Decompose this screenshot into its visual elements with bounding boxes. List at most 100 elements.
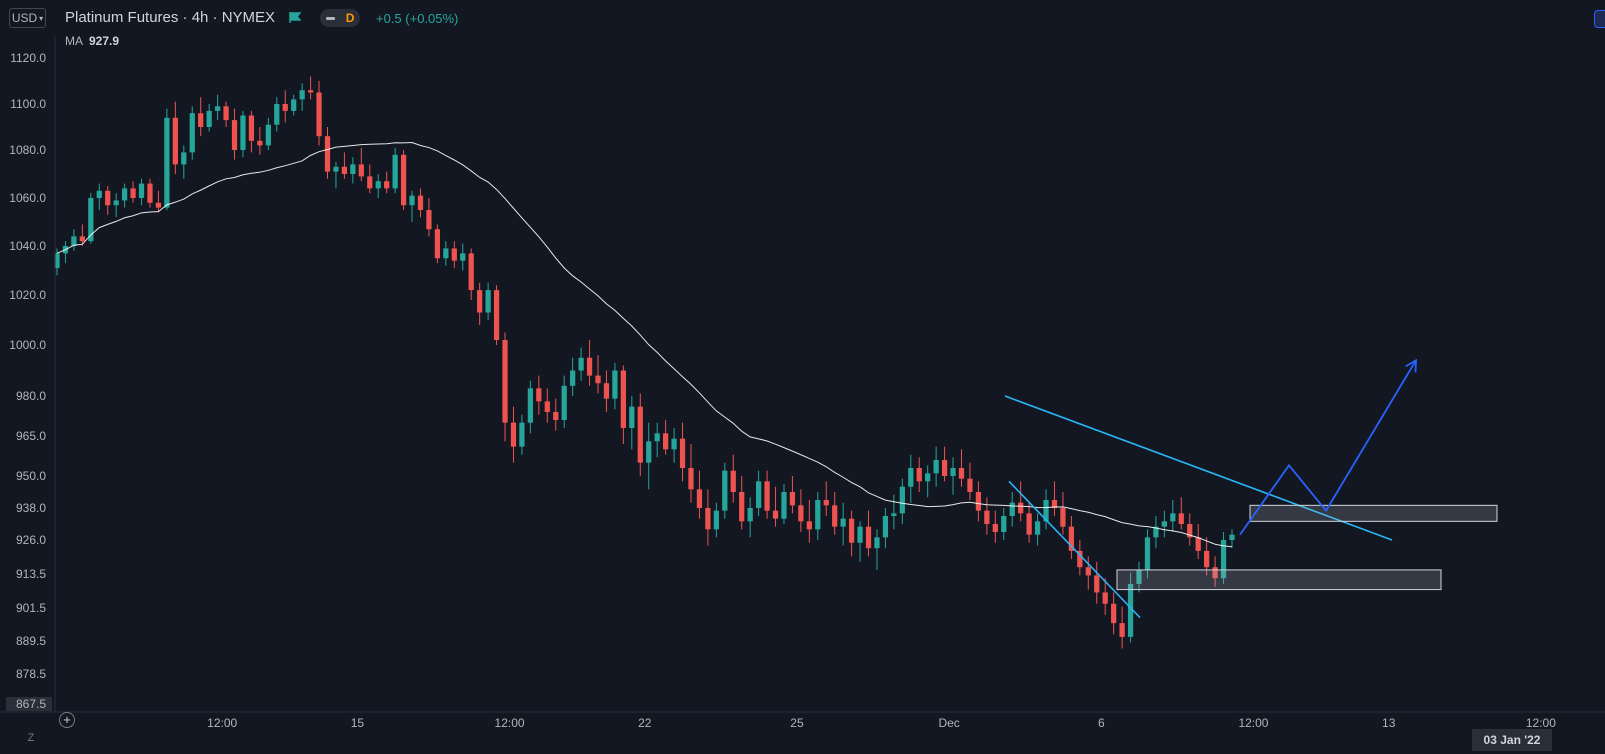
candle (899, 478, 905, 524)
candle-body (324, 136, 331, 172)
candle-body (1229, 534, 1235, 540)
candle-body (764, 481, 770, 511)
forecast-path (1239, 359, 1417, 536)
candle-body (307, 90, 314, 93)
candle-body (434, 229, 441, 259)
candle-body (696, 489, 703, 508)
candle (409, 190, 415, 222)
candle (231, 108, 238, 160)
candle (367, 164, 373, 194)
last-price-badge (6, 697, 52, 711)
candle (96, 183, 102, 210)
candle-body (722, 470, 728, 511)
drawings-layer (1004, 358, 1498, 619)
candle (679, 422, 686, 482)
currency-selector[interactable]: USD ▾ (9, 8, 46, 28)
candle-body (984, 510, 990, 524)
candle (696, 470, 703, 519)
candle-body (688, 468, 694, 490)
price-tick-label: 1120.0 (10, 51, 46, 65)
candle-body (214, 106, 221, 111)
candle (333, 162, 339, 189)
candle (984, 497, 990, 535)
candle-body (629, 406, 635, 428)
plus-icon[interactable]: + (59, 712, 75, 728)
candle (485, 282, 491, 320)
candle-body (730, 470, 736, 492)
candle (815, 492, 821, 540)
candle (578, 347, 584, 381)
candle (417, 188, 424, 218)
data-status-pill[interactable]: D (320, 9, 360, 27)
candle-body (71, 236, 77, 246)
candle-body (908, 468, 914, 487)
candle-body (510, 422, 517, 447)
price-tick-label: 1020.0 (9, 288, 46, 302)
candle-body (468, 253, 474, 291)
candle (155, 190, 162, 213)
symbol-title[interactable]: Platinum Futures · 4h · NYMEX (65, 9, 276, 26)
candle-body (772, 510, 779, 519)
ma-legend[interactable]: MA 927.9 (65, 34, 119, 48)
candle-body (341, 166, 348, 174)
candle-body (798, 505, 804, 522)
candle-body (882, 516, 889, 538)
candle (553, 398, 559, 431)
candle (1085, 556, 1091, 590)
candle (646, 422, 652, 490)
candle-body (815, 500, 821, 530)
candle-body (240, 115, 246, 150)
candle (916, 457, 922, 492)
candle (603, 370, 610, 412)
candle-body (409, 195, 415, 206)
candle (122, 183, 128, 208)
flag-icon[interactable] (289, 12, 301, 23)
candle-body (570, 370, 576, 386)
candle-body (96, 190, 102, 198)
candle (755, 470, 762, 516)
ma-value: 927.9 (89, 34, 120, 48)
candle-body (1161, 521, 1167, 527)
candle-body (206, 110, 212, 127)
candle-body (806, 521, 812, 530)
candle (375, 174, 381, 198)
zone-upper (1249, 504, 1498, 522)
time-tick-label: 12:00 (1526, 716, 1556, 730)
candle-body (147, 183, 153, 203)
candle (62, 241, 69, 264)
candle (341, 152, 348, 179)
candle-body (612, 370, 618, 399)
price-axis: 1120.0 1100.0 1080.0 1060.0 1040.0 1020.0 1000… (6, 51, 52, 711)
candle (637, 393, 643, 476)
candle (181, 145, 187, 179)
candle (291, 94, 297, 116)
candle-body (823, 500, 829, 506)
candle (468, 248, 474, 300)
auto-scale-button[interactable]: Z (27, 732, 35, 744)
candle (113, 193, 119, 218)
candle (392, 147, 398, 194)
candle (1009, 492, 1015, 527)
candle-body (967, 478, 973, 492)
candle-body (257, 140, 263, 146)
crosshair-date-badge: 03 Jan '22 (1472, 729, 1552, 751)
time-tick-label: Dec (938, 716, 959, 730)
candle-body (375, 181, 381, 189)
candle-body (654, 433, 660, 442)
price-tick-label: 1040.0 (9, 239, 46, 253)
candle-body (443, 248, 449, 259)
time-tick-label: 6 (1098, 716, 1105, 730)
candle-body (1153, 526, 1159, 538)
price-tick-label: 867.5 (16, 697, 46, 711)
candle-body (231, 120, 238, 150)
candle-body (536, 388, 542, 402)
candle (1212, 556, 1218, 587)
candle (1119, 606, 1125, 649)
candle-body (1144, 537, 1151, 570)
side-panel-toggle[interactable] (1594, 10, 1605, 28)
candle-body (1212, 567, 1218, 579)
candle-body (781, 492, 787, 519)
candle-body (925, 473, 931, 482)
candle-body (1043, 500, 1049, 522)
